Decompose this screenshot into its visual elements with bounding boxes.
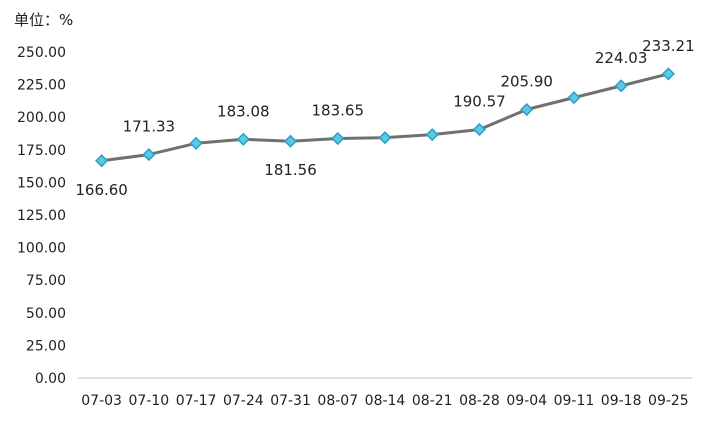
- x-tick-label: 07-17: [176, 393, 217, 409]
- data-point-marker: [661, 67, 675, 81]
- data-label: 205.90: [500, 73, 553, 91]
- data-point-marker: [520, 102, 534, 117]
- x-tick-label: 08-28: [459, 393, 500, 409]
- data-label: 183.65: [312, 102, 365, 120]
- y-tick-label: 100.00: [17, 241, 66, 257]
- data-point-marker: [425, 128, 439, 142]
- data-label: 183.08: [217, 102, 270, 120]
- x-tick-label: 07-03: [81, 393, 122, 409]
- x-tick-label: 08-07: [317, 393, 358, 409]
- x-tick-label: 09-11: [554, 393, 595, 409]
- data-point-marker: [236, 132, 250, 146]
- data-label: 224.03: [595, 49, 648, 67]
- data-point-marker: [283, 134, 298, 148]
- data-label: 181.56: [264, 161, 317, 179]
- data-point-marker: [189, 136, 203, 150]
- x-tick-label: 09-25: [648, 393, 689, 409]
- x-tick-label: 07-24: [223, 393, 264, 409]
- y-tick-label: 250.00: [17, 45, 66, 61]
- data-point-marker: [378, 131, 392, 145]
- data-point-marker: [567, 91, 581, 105]
- y-tick-label: 175.00: [17, 143, 66, 159]
- unit-label: 单位：%: [14, 11, 74, 29]
- y-tick-label: 200.00: [17, 110, 66, 126]
- series-line: [101, 72, 669, 163]
- x-tick-label: 07-10: [129, 393, 170, 409]
- x-tick-label: 08-14: [365, 393, 406, 409]
- data-label: 190.57: [453, 92, 506, 110]
- data-point-marker: [614, 79, 628, 93]
- data-point-marker: [331, 131, 345, 146]
- x-tick-label: 09-04: [506, 393, 547, 409]
- y-tick-label: 75.00: [26, 273, 66, 289]
- y-tick-label: 125.00: [17, 208, 66, 224]
- y-tick-label: 0.00: [35, 371, 66, 387]
- y-tick-label: 150.00: [17, 175, 66, 191]
- y-tick-label: 50.00: [26, 306, 66, 322]
- x-tick-label: 08-21: [412, 393, 453, 409]
- data-label: 166.60: [75, 181, 128, 199]
- x-tick-label: 09-18: [601, 393, 642, 409]
- y-tick-label: 25.00: [26, 338, 66, 354]
- y-tick-label: 225.00: [17, 78, 66, 94]
- data-point-marker: [472, 122, 487, 137]
- data-point-marker: [95, 154, 109, 168]
- data-label: 171.33: [123, 118, 176, 136]
- x-tick-label: 07-31: [270, 393, 311, 409]
- data-label: 233.21: [642, 37, 695, 55]
- data-point-marker: [142, 148, 156, 162]
